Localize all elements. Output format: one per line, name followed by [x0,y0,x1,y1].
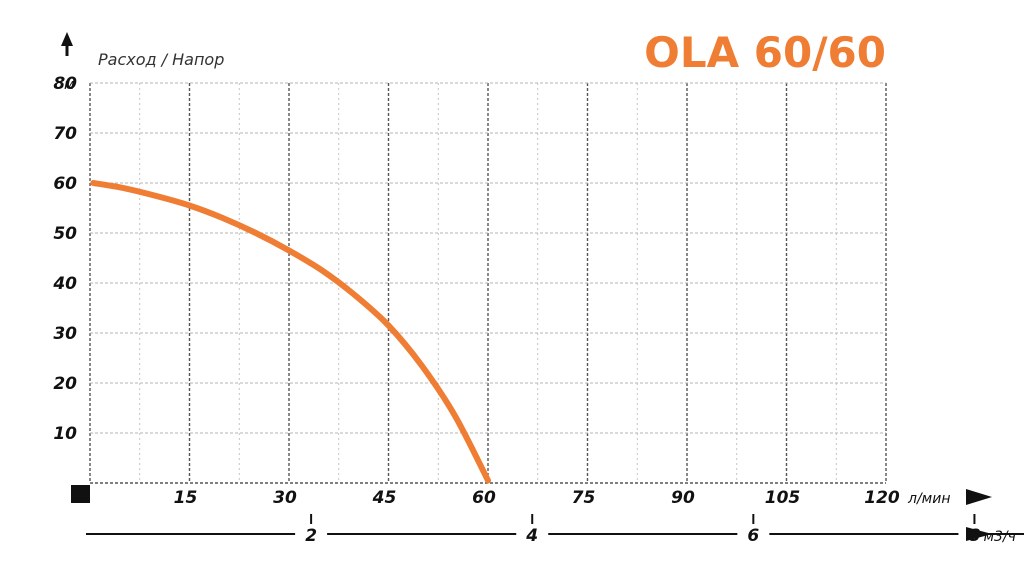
x-tick-label: 90 [671,488,695,508]
x-unit-label: л/мин [907,491,950,507]
x-tick-label: 30 [273,488,297,508]
x2-tick-label: 6 [747,526,759,546]
y-axis-label: Расход / Напор [98,50,224,69]
x-axis-arrow-icon [966,489,992,505]
axes [61,32,992,541]
chart-title: OLA 60/60 [644,28,886,77]
y-tick-label: 50 [53,224,77,244]
y-tick-label: 30 [53,324,77,344]
y-tick-label: 20 [53,374,77,394]
x2-unit-label: м3/ч [983,529,1015,545]
y-tick-label: 10 [53,424,77,444]
x-tick-label: 120 [864,488,900,508]
y-unit-label: м [64,77,75,93]
x2-axis: 2 4 6 8 м3/ч [86,514,1024,546]
x-tick-label: 105 [765,488,801,508]
y-tick-label: 80 [53,74,77,94]
pump-curve-line [90,180,491,484]
origin-square-icon [71,485,90,503]
x-tick-label: 15 [174,488,198,508]
x2-tick-label: 8 [969,526,981,546]
x-tick-label: 45 [372,488,397,508]
y-tick-label: 40 [52,274,77,294]
x2-tick-label: 2 [305,526,317,546]
grid [89,82,887,484]
x-tick-label: 75 [572,488,596,508]
y-tick-label: 70 [53,124,77,144]
y-axis-arrow-icon [61,32,73,46]
x-tick-label: 60 [472,488,496,508]
y-tick-label: 60 [53,174,77,194]
x2-tick-label: 4 [525,526,538,546]
tick-labels: 10 20 30 40 50 60 70 80м 15 30 45 60 75 90 105 120 л/мин [52,74,950,508]
series-layer [90,180,491,484]
